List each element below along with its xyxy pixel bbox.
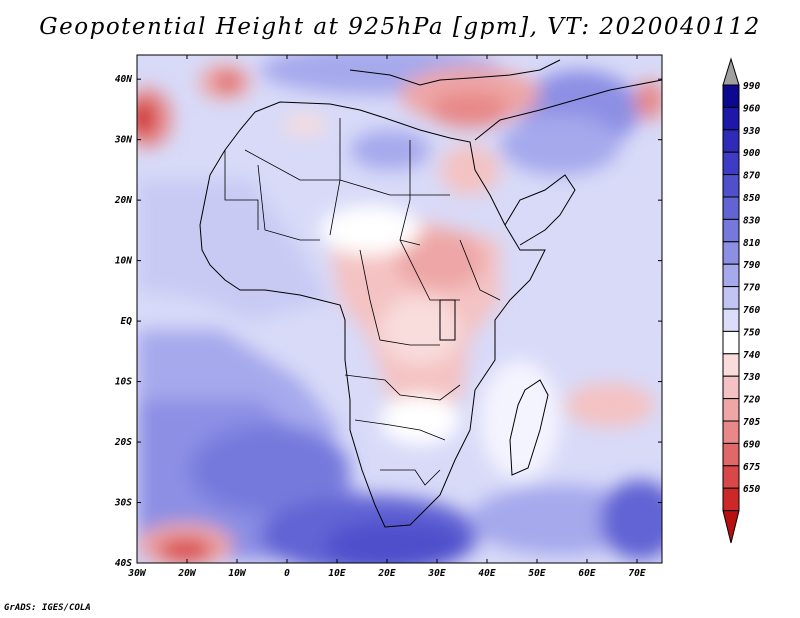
map-axes: 30W 20W 10W 0 10E 20E 30E 40E 50E 60E 70E 40N 30N 20N… (114, 55, 662, 579)
madagascar-coastline (509, 379, 549, 476)
colorbar-box (722, 106, 740, 131)
colorbar-box (722, 420, 740, 444)
colorbar-box (722, 196, 740, 220)
border-line (359, 249, 440, 346)
border-line (224, 150, 259, 230)
asia-coastline (474, 79, 662, 141)
coastlines (199, 59, 662, 528)
colorbar-label: 675 (743, 462, 760, 473)
colorbar-box (722, 308, 740, 332)
colorbar-label: 750 (743, 327, 760, 338)
grads-credit: GrADS: IGES/COLA (4, 603, 91, 613)
border-line (344, 374, 461, 401)
colorbar-label: 900 (743, 148, 760, 159)
colorbar-box (722, 129, 740, 153)
border-line (329, 118, 341, 236)
colorbar-box (722, 398, 740, 422)
colorbar-label: 705 (743, 417, 760, 428)
colorbar-label: 930 (743, 126, 760, 137)
border-line (399, 239, 460, 301)
lat-tick-label: 40S (115, 558, 132, 569)
lon-tick-label: 30E (427, 568, 445, 579)
colorbar-box (722, 174, 740, 198)
lat-tick-label: 10N (115, 256, 132, 267)
lat-tick-label: EQ (121, 316, 133, 327)
lon-tick-label: 30W (127, 568, 146, 579)
lon-tick-label: 70E (628, 568, 645, 579)
map-title: Geopotential Height at 925hPa [gpm], VT:… (39, 14, 761, 40)
europe-coastline (349, 59, 561, 86)
border-line (459, 239, 501, 301)
colorbar-label: 720 (743, 395, 760, 406)
colorbar-label: 830 (743, 215, 760, 226)
border-line (257, 164, 320, 241)
colorbar-label: 870 (743, 171, 760, 182)
colorbar-box (722, 286, 740, 310)
lon-tick-label: 10W (228, 568, 246, 579)
arabia-coastline (504, 174, 576, 246)
country-borders (224, 118, 501, 486)
lat-tick-label: 30S (114, 498, 132, 509)
colorbar-label: 790 (743, 260, 760, 271)
lat-tick-label: 40N (115, 74, 132, 85)
colorbar-label: 960 (743, 103, 760, 114)
lon-tick-label: 40E (478, 568, 495, 579)
lat-tick-label: 30N (114, 135, 132, 146)
colorbar-box (722, 151, 740, 176)
lat-tick-label: 10S (115, 377, 132, 388)
colorbar-label: 740 (743, 350, 760, 361)
border-line (354, 419, 446, 441)
colorbar-box (722, 218, 740, 243)
lon-tick-label: 10E (328, 568, 345, 579)
lon-tick-label: 20E (377, 568, 395, 579)
colorbar-label: 730 (743, 372, 760, 383)
colorbar-bottom-arrow (722, 510, 740, 544)
lon-tick-label: 0 (284, 568, 290, 579)
colorbar-label: 850 (743, 193, 760, 204)
colorbar-label: 810 (743, 238, 760, 249)
colorbar-box (722, 84, 740, 108)
colorbar-box (722, 241, 740, 265)
colorbar-box (722, 375, 740, 400)
lon-tick-label: 50E (528, 568, 545, 579)
colorbar-box (722, 330, 740, 355)
height-field (137, 55, 662, 563)
colorbar: 990 960 930 900 870 850 830 810 790 770 760 750 740 7… (722, 57, 760, 544)
colorbar-top-arrow (722, 57, 740, 86)
lat-tick-label: 20S (114, 437, 132, 448)
lon-tick-label: 20W (177, 568, 196, 579)
colorbar-box (722, 442, 740, 467)
colorbar-box (722, 465, 740, 489)
colorbar-label: 770 (743, 283, 760, 294)
border-line (399, 140, 421, 246)
lat-tick-label: 20N (114, 195, 132, 206)
colorbar-box (722, 353, 740, 377)
colorbar-label: 650 (743, 484, 760, 495)
colorbar-label: 690 (743, 439, 760, 450)
africa-coastline (199, 101, 546, 528)
colorbar-label: 990 (743, 81, 760, 92)
border-line (380, 469, 441, 486)
colorbar-box (722, 487, 740, 512)
colorbar-box (722, 263, 740, 288)
lon-tick-label: 60E (578, 568, 595, 579)
plot-frame (136, 54, 663, 564)
colorbar-label: 760 (743, 305, 760, 316)
